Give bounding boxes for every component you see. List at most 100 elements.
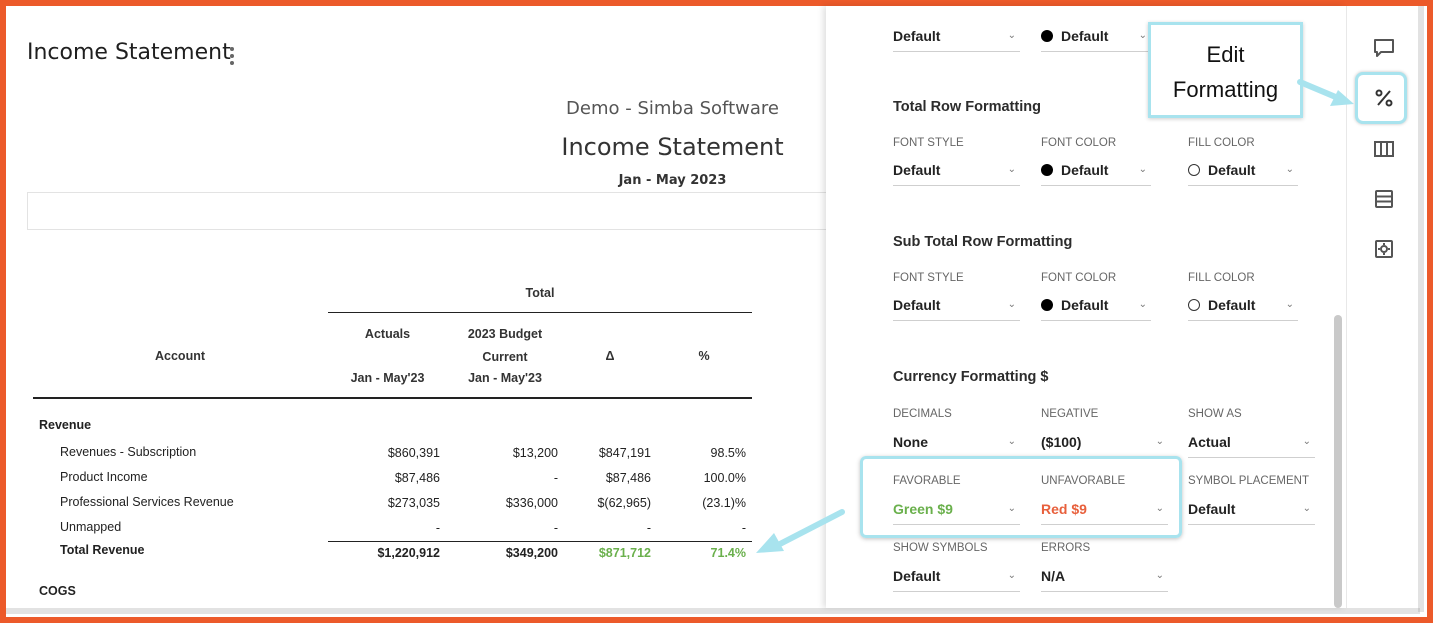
report-area — [6, 6, 826, 608]
frame-shadow-right — [1418, 6, 1424, 612]
section-cogs: COGS — [39, 584, 76, 598]
empty-swatch-icon — [1188, 299, 1200, 311]
chevron-down-icon: ⌄ — [1138, 30, 1147, 41]
cell-percent: 98.5% — [710, 446, 746, 460]
sub-total-fill-color-select[interactable]: Default ⌄ — [1188, 295, 1298, 321]
percent-highlight — [1355, 72, 1407, 124]
header-bottom-line — [33, 397, 752, 399]
column-account: Account — [155, 349, 205, 363]
filter-bar[interactable] — [27, 192, 827, 230]
company-name: Demo - Simba Software — [566, 98, 779, 119]
total-font-style-select[interactable]: Default ⌄ — [893, 160, 1020, 186]
favorable-label: FAVORABLE — [893, 475, 961, 487]
cell-actuals: $273,035 — [387, 496, 440, 510]
errors-value: N/A — [1041, 568, 1066, 584]
total-font-color-select[interactable]: Default ⌄ — [1041, 160, 1151, 186]
column-percent: % — [698, 349, 710, 363]
unfavorable-select[interactable]: Red $9 ⌄ — [1041, 499, 1168, 525]
empty-swatch-icon — [1188, 164, 1200, 176]
chevron-down-icon: ⌄ — [1302, 503, 1311, 514]
show-as-label: SHOW AS — [1188, 408, 1242, 420]
callout-line-1: Edit — [1206, 42, 1245, 67]
chevron-down-icon: ⌄ — [1007, 503, 1016, 514]
negative-label: NEGATIVE — [1041, 408, 1099, 420]
total-divider — [328, 541, 752, 542]
color-swatch-icon — [1041, 299, 1053, 311]
header-divider — [328, 312, 752, 313]
panel-scrollbar[interactable] — [1334, 315, 1342, 608]
row-label: Professional Services Revenue — [60, 495, 234, 509]
column-budget: 2023 Budget — [467, 327, 543, 341]
cell-budget: $336,000 — [505, 496, 558, 510]
column-actuals-period: Jan - May'23 — [350, 371, 425, 385]
row-label: Product Income — [60, 470, 148, 484]
decimals-select[interactable]: None ⌄ — [893, 432, 1020, 458]
chevron-down-icon: ⌄ — [1285, 299, 1294, 310]
cell-percent: (23.1)% — [702, 496, 746, 510]
total-budget: $349,200 — [505, 546, 558, 560]
settings-icon[interactable] — [1370, 235, 1398, 263]
total-font-style-value: Default — [893, 162, 941, 178]
sub-total-font-color-select[interactable]: Default ⌄ — [1041, 295, 1151, 321]
show-as-select[interactable]: Actual ⌄ — [1188, 432, 1315, 458]
unfavorable-value: Red $9 — [1041, 501, 1087, 517]
errors-label: ERRORS — [1041, 542, 1091, 554]
cell-percent: 100.0% — [703, 471, 746, 485]
font-style-label: FONT STYLE — [893, 137, 964, 149]
frame-shadow-bottom — [6, 608, 1420, 614]
total-percent: 71.4% — [710, 546, 746, 560]
font-style-select[interactable]: Default ⌄ — [893, 26, 1020, 52]
row-label: Unmapped — [60, 520, 122, 534]
cell-delta: $847,191 — [598, 446, 651, 460]
cell-percent: - — [741, 521, 746, 535]
sub-total-font-style-value: Default — [893, 297, 941, 313]
column-group-total: Total — [525, 286, 555, 300]
sub-total-fill-color-value: Default — [1208, 297, 1256, 313]
sub-total-row-title: Sub Total Row Formatting — [893, 234, 1073, 250]
row-label: Revenues - Subscription — [60, 445, 197, 459]
comment-icon[interactable] — [1370, 34, 1398, 62]
percent-icon[interactable] — [1370, 84, 1398, 112]
columns-icon[interactable] — [1370, 135, 1398, 163]
chevron-down-icon: ⌄ — [1007, 570, 1016, 581]
total-row-label: Total Revenue — [60, 543, 145, 557]
show-symbols-label: SHOW SYMBOLS — [893, 542, 988, 554]
report-title: Income Statement — [561, 133, 784, 161]
font-color-label: FONT COLOR — [1041, 272, 1117, 284]
errors-select[interactable]: N/A ⌄ — [1041, 566, 1168, 592]
total-fill-color-value: Default — [1208, 162, 1256, 178]
negative-select[interactable]: ($100) ⌄ — [1041, 432, 1168, 458]
total-delta: $871,712 — [598, 546, 651, 560]
chevron-down-icon: ⌄ — [1138, 164, 1147, 175]
cell-delta: - — [646, 521, 651, 535]
negative-value: ($100) — [1041, 434, 1082, 450]
total-fill-color-select[interactable]: Default ⌄ — [1188, 160, 1298, 186]
column-budget-period: Jan - May'23 — [468, 371, 542, 385]
currency-title: Currency Formatting $ — [893, 369, 1049, 385]
page-title: Income Statement — [27, 40, 231, 65]
favorable-select[interactable]: Green $9 ⌄ — [893, 499, 1020, 525]
font-color-select[interactable]: Default ⌄ — [1041, 26, 1151, 52]
favorable-highlight — [860, 456, 1182, 538]
chevron-down-icon: ⌄ — [1155, 436, 1164, 447]
chevron-down-icon: ⌄ — [1007, 299, 1016, 310]
edit-formatting-callout: Edit Formatting — [1148, 22, 1303, 118]
chevron-down-icon: ⌄ — [1155, 570, 1164, 581]
chevron-down-icon: ⌄ — [1285, 164, 1294, 175]
column-delta: Δ — [605, 349, 615, 363]
rows-icon[interactable] — [1370, 185, 1398, 213]
unfavorable-label: UNFAVORABLE — [1041, 475, 1126, 487]
symbol-placement-label: SYMBOL PLACEMENT — [1188, 475, 1309, 487]
color-swatch-icon — [1041, 30, 1053, 42]
chevron-down-icon: ⌄ — [1155, 503, 1164, 514]
font-style-value: Default — [893, 28, 941, 44]
cell-budget: - — [553, 521, 558, 535]
font-color-value: Default — [1061, 28, 1109, 44]
decimals-label: DECIMALS — [893, 408, 952, 420]
more-options-icon[interactable] — [228, 45, 236, 67]
section-revenue: Revenue — [39, 418, 92, 432]
chevron-down-icon: ⌄ — [1138, 299, 1147, 310]
sub-total-font-style-select[interactable]: Default ⌄ — [893, 295, 1020, 321]
show-symbols-select[interactable]: Default ⌄ — [893, 566, 1020, 592]
symbol-placement-select[interactable]: Default ⌄ — [1188, 499, 1315, 525]
